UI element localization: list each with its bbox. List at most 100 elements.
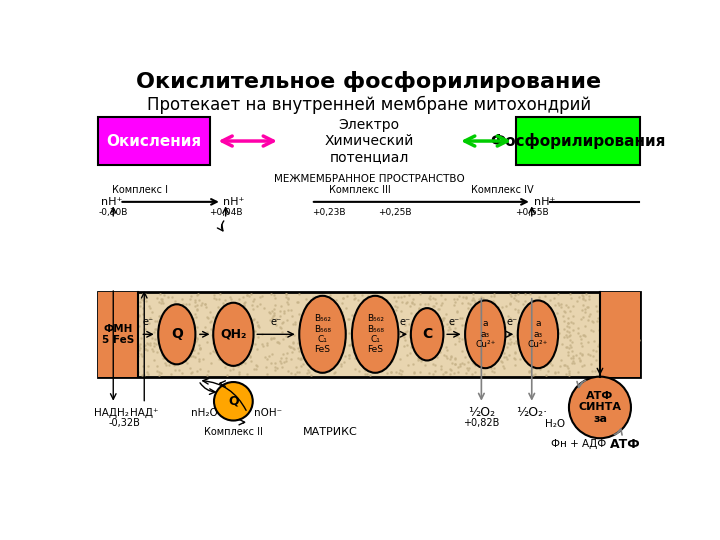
Point (133, 346, 145, 354)
Point (446, 359, 458, 367)
Point (325, 291, 336, 299)
Point (100, 291, 112, 300)
Point (192, 322, 203, 331)
Point (392, 333, 404, 342)
Point (383, 303, 395, 312)
Text: C: C (422, 327, 432, 341)
Point (530, 299, 541, 308)
Point (616, 294, 628, 302)
Point (423, 332, 435, 340)
Point (483, 330, 495, 339)
Point (261, 355, 273, 363)
Point (250, 361, 261, 370)
Point (451, 332, 463, 340)
Point (576, 350, 588, 359)
Point (116, 315, 127, 324)
Point (436, 299, 448, 308)
Point (199, 300, 210, 308)
Point (110, 367, 122, 376)
Point (409, 314, 420, 322)
Point (626, 326, 637, 335)
Point (338, 357, 350, 366)
Point (233, 321, 244, 330)
Point (400, 320, 411, 329)
Point (328, 360, 340, 368)
Point (491, 322, 503, 330)
Point (564, 344, 575, 353)
Point (269, 334, 280, 342)
Point (442, 326, 454, 335)
Point (623, 321, 634, 330)
Point (440, 310, 451, 319)
Point (217, 303, 228, 312)
Point (238, 293, 249, 302)
Point (474, 307, 486, 315)
Point (633, 359, 644, 368)
Point (374, 322, 385, 330)
Point (346, 340, 357, 349)
Point (423, 368, 435, 377)
Point (300, 301, 312, 309)
Text: МЕЖМЕМБРАННОЕ ПРОСТРАНСТВО: МЕЖМЕМБРАННОЕ ПРОСТРАНСТВО (274, 174, 464, 184)
Point (334, 311, 346, 320)
Point (521, 346, 532, 355)
Point (110, 320, 122, 328)
Point (403, 319, 415, 328)
Point (246, 290, 257, 299)
Point (565, 318, 577, 326)
Point (243, 340, 254, 348)
Point (334, 330, 346, 339)
Point (346, 310, 358, 319)
Point (412, 346, 423, 354)
Point (460, 339, 472, 347)
Point (319, 294, 330, 303)
Point (267, 312, 279, 321)
Point (459, 360, 470, 368)
Point (578, 361, 590, 369)
Point (595, 342, 606, 351)
Point (156, 334, 168, 342)
Point (558, 333, 570, 341)
Point (388, 293, 400, 301)
Point (187, 325, 199, 334)
Point (415, 317, 427, 326)
Point (373, 309, 384, 318)
Point (526, 297, 538, 306)
Point (177, 299, 189, 308)
Point (187, 345, 199, 354)
Point (431, 342, 443, 350)
Point (469, 368, 480, 377)
Point (617, 348, 629, 356)
Point (567, 359, 578, 367)
Point (419, 300, 431, 308)
Point (101, 342, 112, 350)
Point (269, 300, 281, 309)
Point (485, 318, 497, 326)
Point (584, 310, 595, 319)
Point (189, 353, 200, 361)
Point (398, 333, 410, 341)
Point (593, 340, 604, 348)
Point (135, 343, 146, 352)
Point (493, 309, 505, 318)
Point (269, 363, 281, 372)
Point (529, 316, 541, 325)
Point (413, 305, 425, 313)
Point (435, 333, 446, 342)
Point (492, 322, 503, 330)
Point (244, 347, 256, 356)
Point (462, 366, 474, 374)
Point (606, 369, 618, 378)
Point (220, 363, 231, 372)
Point (189, 309, 201, 318)
Text: Комплекс I: Комплекс I (112, 185, 168, 194)
Point (619, 322, 631, 330)
Point (461, 293, 472, 301)
Point (364, 340, 376, 349)
Point (240, 352, 252, 360)
Point (361, 298, 372, 307)
Point (228, 359, 240, 367)
Point (612, 293, 624, 301)
Point (582, 316, 593, 325)
Point (537, 353, 549, 361)
